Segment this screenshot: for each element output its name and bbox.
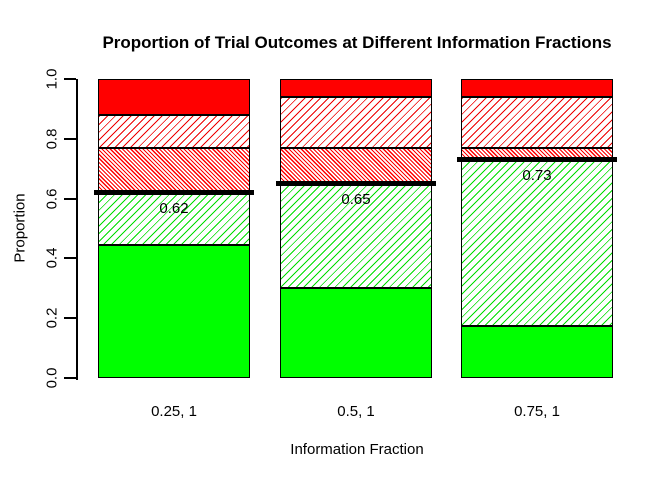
threshold-label-bar-3: 0.73 [522, 166, 552, 184]
y-axis-line [76, 79, 78, 380]
bar-3-segment-light-red-hatch [461, 96, 613, 148]
bar-3-segment-solid-red [461, 79, 613, 97]
bar-2-segment-dense-red-hatch [280, 147, 432, 184]
bar-2-segment-solid-green [280, 288, 432, 378]
threshold-line-bar-3 [457, 157, 617, 163]
plot-area: 0.0 0.2 0.4 0.6 0.8 1.0 0.62 0.25, 1 0.65 0.5, 1 0… [44, 69, 638, 420]
x-category-label-2: 0.5, 1 [337, 403, 375, 420]
threshold-line-bar-2 [276, 181, 436, 187]
threshold-label-bar-2: 0.65 [341, 190, 371, 208]
threshold-line-bar-1 [94, 190, 254, 196]
bar-1-segment-solid-red [98, 79, 250, 115]
y-tick-0.2 [64, 317, 76, 320]
threshold-label-bar-1: 0.62 [159, 199, 189, 217]
y-axis-title: Proportion [11, 193, 29, 263]
y-tick-0.8 [64, 137, 76, 140]
bar-1-segment-solid-green [98, 244, 250, 378]
y-tick-label-0.4: 0.4 [43, 247, 61, 269]
x-category-label-3: 0.75, 1 [514, 403, 560, 420]
y-tick-1.0 [64, 78, 76, 80]
bar-1-segment-light-red-hatch [98, 114, 250, 148]
y-tick-label-0.6: 0.6 [43, 188, 61, 210]
bar-3-segment-solid-green [461, 325, 613, 378]
y-tick-0.6 [64, 197, 76, 200]
x-category-label-1: 0.25, 1 [151, 403, 197, 420]
y-tick-0.4 [64, 257, 76, 260]
bar-2-segment-solid-red [280, 79, 432, 97]
y-tick-label-0.8: 0.8 [43, 128, 61, 150]
y-tick-0.0 [64, 377, 76, 379]
x-axis-title: Information Fraction [290, 441, 424, 458]
y-tick-label-0.2: 0.2 [43, 307, 61, 329]
bar-3-segment-green-hatch [461, 159, 613, 326]
bar-1-segment-dense-red-hatch [98, 147, 250, 193]
y-tick-label-0.0: 0.0 [43, 367, 61, 389]
bar-2-segment-green-hatch [280, 183, 432, 289]
bar-2-segment-light-red-hatch [280, 96, 432, 148]
y-tick-label-1.0: 1.0 [43, 68, 61, 90]
chart-title: Proportion of Trial Outcomes at Differen… [102, 33, 612, 52]
